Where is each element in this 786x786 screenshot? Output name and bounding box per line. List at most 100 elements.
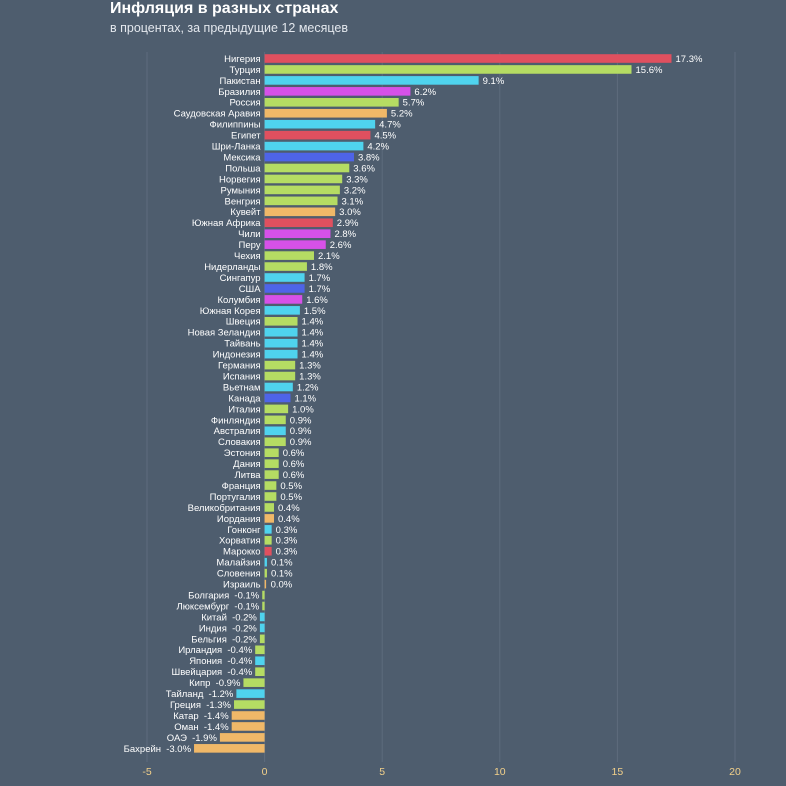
category-label: Испания <box>223 371 261 382</box>
bar <box>264 492 277 501</box>
bar <box>264 251 314 260</box>
value-label: 5.2% <box>391 109 413 120</box>
bar <box>264 273 305 282</box>
value-label: 0.6% <box>283 470 305 481</box>
bar <box>264 119 376 129</box>
bar <box>264 514 275 523</box>
category-label: Дания <box>233 459 260 470</box>
value-label: -0.1% <box>234 601 259 612</box>
bar <box>255 645 265 655</box>
bar <box>264 503 275 512</box>
bar <box>264 349 298 359</box>
value-label: -1.9% <box>192 733 217 744</box>
bar <box>194 744 265 753</box>
value-label: 0.9% <box>290 426 312 437</box>
bar <box>219 733 265 742</box>
value-label: 6.2% <box>414 87 436 98</box>
value-label: 1.2% <box>297 382 319 393</box>
x-tick-label: 20 <box>729 766 741 778</box>
value-label: 1.3% <box>299 371 321 382</box>
bar <box>264 317 298 326</box>
x-tick-label: 5 <box>379 766 385 778</box>
value-label: -3.0% <box>166 744 191 755</box>
value-label: -0.2% <box>232 634 257 645</box>
value-label: 0.3% <box>276 536 298 547</box>
bar <box>264 579 267 589</box>
category-label: Эстония <box>224 448 261 459</box>
bar <box>264 130 371 140</box>
category-label: Китай <box>201 612 227 623</box>
category-label: Чехия <box>234 251 261 262</box>
value-label: -0.4% <box>227 656 252 667</box>
value-label: -0.2% <box>232 612 257 623</box>
bar <box>264 546 272 556</box>
category-label: Россия <box>229 98 260 109</box>
value-label: 1.1% <box>294 393 316 404</box>
category-label: Хорватия <box>219 536 261 547</box>
value-label: 0.9% <box>290 415 312 426</box>
category-label: Япония <box>189 656 222 667</box>
value-label: 1.8% <box>311 262 333 273</box>
value-label: 1.4% <box>302 317 324 328</box>
value-label: 17.3% <box>675 54 702 65</box>
category-label: Болгария <box>188 590 229 601</box>
value-label: 2.1% <box>318 251 340 262</box>
value-label: 3.0% <box>339 207 361 218</box>
category-label: Марокко <box>223 547 261 558</box>
category-label: Перу <box>239 240 261 251</box>
category-label: Румыния <box>221 185 261 196</box>
category-label: Шри-Ланка <box>212 142 262 153</box>
category-label: Индонезия <box>213 350 261 361</box>
value-label: -1.3% <box>206 700 231 711</box>
value-label: 0.4% <box>278 503 300 514</box>
bar <box>264 382 293 392</box>
category-label: Бахрейн <box>124 744 161 755</box>
category-label: Канада <box>228 393 261 404</box>
category-label: Бельгия <box>191 634 227 645</box>
value-label: 1.5% <box>304 306 326 317</box>
value-label: 4.5% <box>374 131 396 142</box>
category-label: Тайланд <box>166 689 204 700</box>
value-label: 1.4% <box>302 339 324 350</box>
category-label: Германия <box>218 361 261 372</box>
bar <box>264 65 632 74</box>
bar <box>231 711 265 720</box>
category-label: Франция <box>222 481 261 492</box>
bar <box>264 98 399 107</box>
category-label: Иордания <box>217 514 261 525</box>
x-tick-label: -5 <box>142 766 151 778</box>
bar <box>262 601 265 611</box>
bar <box>264 141 364 151</box>
category-label: Гонконг <box>227 525 261 536</box>
value-label: -1.4% <box>204 722 229 733</box>
value-label: 15.6% <box>636 65 663 76</box>
bar <box>259 612 265 622</box>
category-label: Нидерланды <box>204 262 261 273</box>
value-label: 0.0% <box>271 580 293 591</box>
value-label: 1.7% <box>309 284 331 295</box>
value-label: 2.9% <box>337 218 359 229</box>
category-label: Польша <box>225 163 261 174</box>
category-label: Австралия <box>214 426 261 437</box>
chart-subtitle: в процентах, за предыдущие 12 месяцев <box>110 21 349 35</box>
x-tick-label: 15 <box>612 766 624 778</box>
category-label: США <box>239 284 262 295</box>
bar <box>264 415 286 425</box>
category-label: Швеция <box>226 317 261 328</box>
category-label: Пакистан <box>219 76 260 87</box>
bar <box>264 437 286 447</box>
bar <box>264 338 298 348</box>
category-label: Тайвань <box>224 339 260 350</box>
value-label: 3.3% <box>346 174 368 185</box>
category-label: Новая Зеландия <box>188 328 261 339</box>
bar <box>243 678 265 687</box>
value-label: 1.7% <box>309 273 331 284</box>
category-label: Филиппины <box>210 120 261 131</box>
value-label: 0.1% <box>271 569 293 580</box>
bar <box>264 557 267 567</box>
bar <box>234 700 265 709</box>
x-tick-label: 10 <box>494 766 506 778</box>
value-label: -0.2% <box>232 623 257 634</box>
bar <box>264 152 354 162</box>
bar <box>264 284 305 293</box>
